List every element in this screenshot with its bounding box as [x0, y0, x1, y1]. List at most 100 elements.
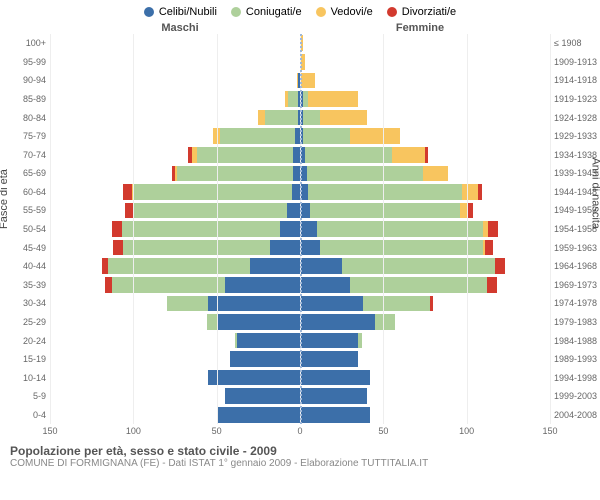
male-bar [50, 370, 300, 386]
segment-divorziati [112, 221, 122, 237]
female-bar [300, 277, 550, 293]
segment-coniugati [265, 110, 298, 126]
male-bar [50, 54, 300, 70]
x-axis: 15010050050100150 [0, 424, 600, 438]
x-tick: 150 [542, 426, 557, 436]
legend-label: Vedovi/e [331, 6, 373, 18]
legend-item: Coniugati/e [231, 6, 302, 18]
segment-celibi [225, 277, 300, 293]
segment-coniugati [310, 203, 460, 219]
segment-coniugati [305, 147, 392, 163]
segment-divorziati [488, 221, 498, 237]
age-label: 100+ [0, 34, 46, 53]
segment-vedovi [308, 91, 358, 107]
age-label: 90-94 [0, 71, 46, 90]
female-bar [300, 351, 550, 367]
age-label: 70-74 [0, 145, 46, 164]
segment-coniugati [363, 296, 430, 312]
age-label: 35-39 [0, 276, 46, 295]
segment-coniugati [317, 221, 484, 237]
segment-coniugati [303, 128, 350, 144]
legend-label: Celibi/Nubili [159, 6, 217, 18]
segment-coniugati [167, 296, 209, 312]
segment-divorziati [485, 240, 493, 256]
female-bar [300, 203, 550, 219]
male-bar [50, 240, 300, 256]
age-label: 40-44 [0, 257, 46, 276]
segment-vedovi [320, 110, 367, 126]
y-axis-right-title: Anni di nascita [590, 157, 600, 229]
female-bar [300, 147, 550, 163]
legend-swatch [231, 7, 241, 17]
segment-celibi [300, 258, 342, 274]
grid [50, 34, 550, 424]
female-bar [300, 110, 550, 126]
segment-celibi [287, 203, 300, 219]
segment-coniugati [307, 166, 424, 182]
male-bar [50, 388, 300, 404]
birth-label: 1974-1978 [554, 294, 600, 313]
header-male: Maschi [60, 22, 300, 34]
age-label: 25-29 [0, 313, 46, 332]
segment-divorziati [125, 203, 133, 219]
female-bar [300, 388, 550, 404]
female-bar [300, 240, 550, 256]
legend-item: Vedovi/e [316, 6, 373, 18]
female-bar [300, 296, 550, 312]
birth-label: 2004-2008 [554, 406, 600, 425]
segment-celibi [280, 221, 300, 237]
x-tick: 100 [459, 426, 474, 436]
segment-divorziati [468, 203, 473, 219]
female-bar [300, 73, 550, 89]
male-bar [50, 277, 300, 293]
female-bar [300, 166, 550, 182]
segment-coniugati [207, 314, 217, 330]
segment-coniugati [342, 258, 495, 274]
legend-label: Coniugati/e [246, 6, 302, 18]
segment-coniugati [358, 333, 361, 349]
chart-subtitle: COMUNE DI FORMIGNANA (FE) - Dati ISTAT 1… [10, 458, 590, 469]
age-label: 10-14 [0, 368, 46, 387]
birth-label: 1989-1993 [554, 350, 600, 369]
legend-item: Celibi/Nubili [144, 6, 217, 18]
segment-celibi [217, 314, 300, 330]
gridline [217, 34, 218, 424]
segment-coniugati [303, 110, 320, 126]
segment-celibi [300, 240, 320, 256]
female-bar [300, 35, 550, 51]
gridline [50, 34, 51, 424]
segment-celibi [300, 314, 375, 330]
segment-coniugati [133, 203, 286, 219]
segment-vedovi [300, 73, 315, 89]
chart-footer: Popolazione per età, sesso e stato civil… [0, 438, 600, 469]
segment-celibi [300, 296, 363, 312]
segment-divorziati [425, 147, 428, 163]
male-bar [50, 296, 300, 312]
center-line [300, 34, 302, 424]
age-label: 80-84 [0, 108, 46, 127]
birth-label: ≤ 1908 [554, 34, 600, 53]
segment-celibi [250, 258, 300, 274]
segment-divorziati [487, 277, 497, 293]
birth-label: 1929-1933 [554, 127, 600, 146]
legend-swatch [387, 7, 397, 17]
female-bar [300, 128, 550, 144]
female-bar [300, 91, 550, 107]
age-label: 85-89 [0, 90, 46, 109]
birth-label: 1994-1998 [554, 368, 600, 387]
segment-celibi [293, 147, 300, 163]
male-bar [50, 351, 300, 367]
male-bar [50, 35, 300, 51]
gridline [383, 34, 384, 424]
segment-divorziati [123, 184, 131, 200]
female-bar [300, 314, 550, 330]
male-bar [50, 73, 300, 89]
age-label: 45-49 [0, 238, 46, 257]
male-bar [50, 91, 300, 107]
gridline [550, 34, 551, 424]
age-label: 0-4 [0, 406, 46, 425]
gender-headers: Maschi Femmine [0, 22, 600, 34]
male-bar [50, 314, 300, 330]
birth-label: 1969-1973 [554, 276, 600, 295]
female-bar [300, 54, 550, 70]
